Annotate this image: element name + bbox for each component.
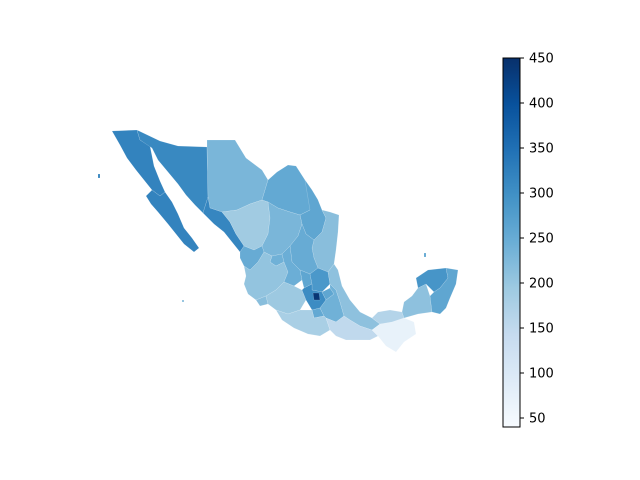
region-quintana-roo [429,267,459,315]
region-island-gulf [97,173,101,179]
colorbar-tick-label: 400 [529,97,554,112]
region-tabasco [371,309,405,325]
colorbar-tick-label: 250 [529,232,554,247]
region-island-yucatan [423,252,427,258]
colorbar-tick-label: 300 [529,187,554,202]
colorbar-tick-label: 350 [529,142,554,157]
colorbar: 50 100 150 200 250 300 350 400 450 [502,52,554,428]
region-island-west [181,299,185,303]
region-hidalgo [309,267,331,293]
region-ciudad-de-mexico [312,292,321,301]
region-baja-california-sur [145,189,200,253]
colorbar-gradient [502,57,521,428]
colorbar-ticks: 50 100 150 200 250 300 350 400 450 [520,52,554,427]
colorbar-tick-label: 450 [529,52,554,67]
colorbar-tick-label: 100 [529,367,554,382]
colorbar-tick-label: 150 [529,322,554,337]
mexico-map [97,129,459,353]
colorbar-tick-label: 200 [529,277,554,292]
region-campeche [401,283,433,319]
colorbar-tick-label: 50 [529,412,546,427]
region-sonora [136,129,209,214]
